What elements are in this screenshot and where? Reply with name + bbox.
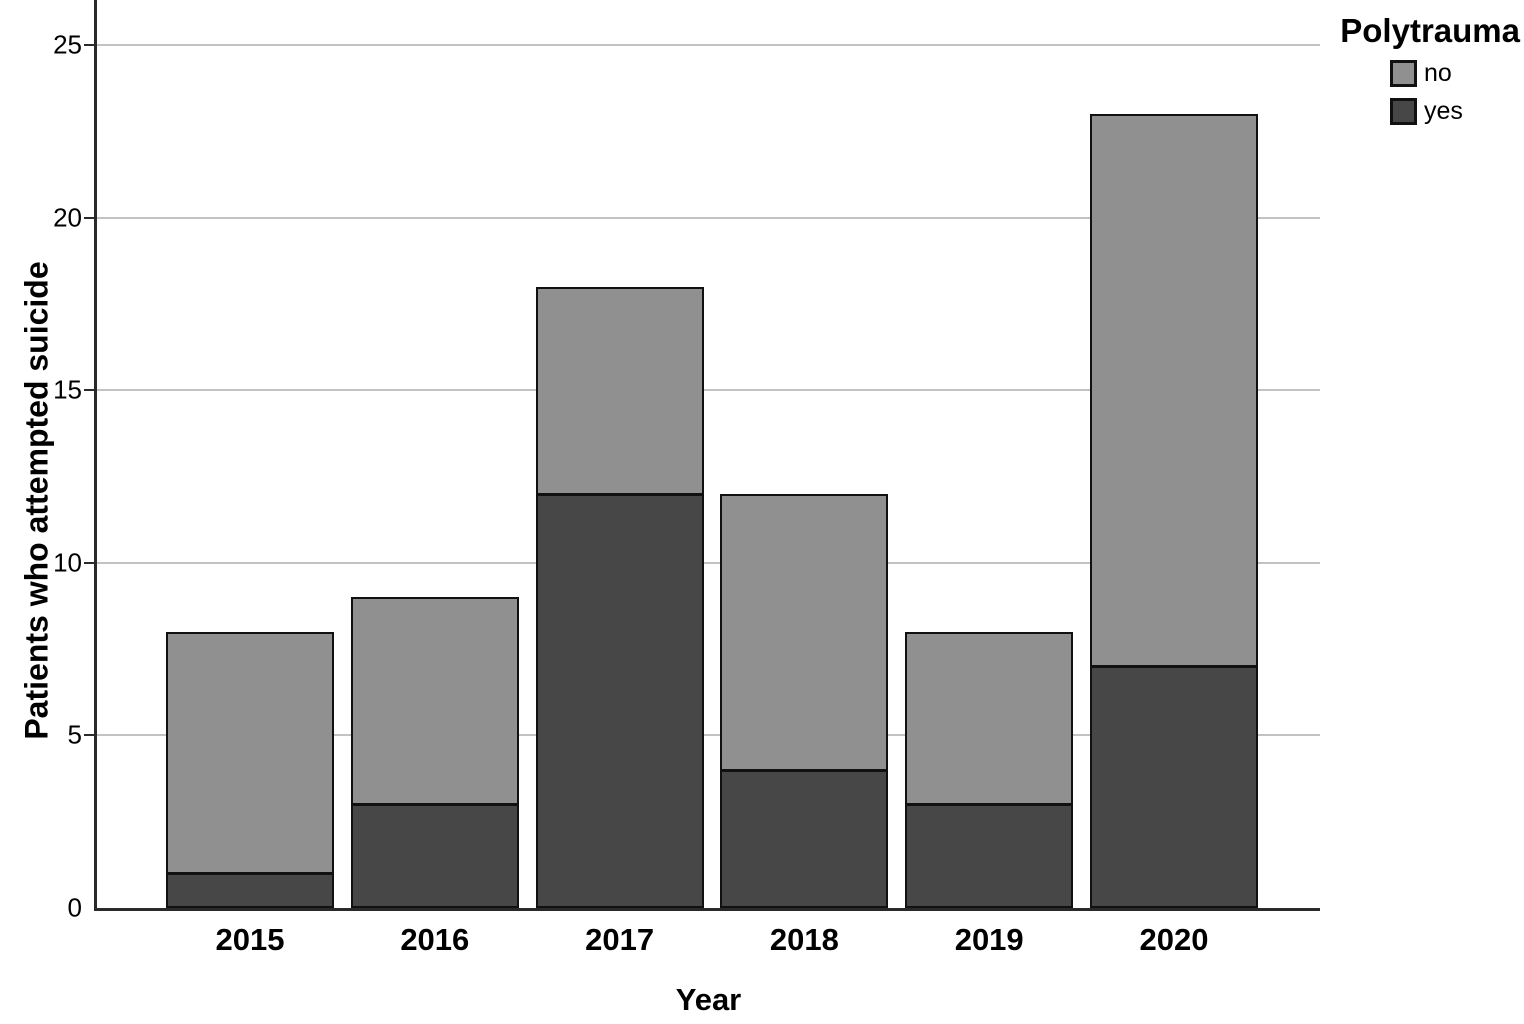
x-tick-label-2018: 2018 — [769, 922, 839, 957]
bar-2018-segment-no[interactable] — [720, 493, 888, 770]
bar-2015[interactable] — [166, 631, 334, 908]
bar-2017-segment-yes[interactable] — [536, 493, 704, 908]
x-axis-title: Year — [675, 982, 742, 1017]
bar-2016[interactable] — [351, 597, 519, 908]
bar-2019-segment-no[interactable] — [905, 631, 1073, 805]
x-tick-label-2017: 2017 — [585, 922, 655, 957]
x-axis-line — [94, 908, 1320, 911]
y-tick-mark-5 — [84, 734, 94, 737]
y-tick-mark-10 — [84, 561, 94, 564]
x-tick-label-2016: 2016 — [400, 922, 470, 957]
bar-2019[interactable] — [905, 631, 1073, 908]
legend-title: Polytrauma — [1340, 12, 1520, 49]
bar-2016-segment-no[interactable] — [351, 597, 519, 805]
x-tick-label-2019: 2019 — [954, 922, 1024, 957]
bar-2018-segment-yes[interactable] — [720, 769, 888, 908]
bar-2018[interactable] — [720, 493, 888, 908]
gridline-y5 — [97, 734, 1320, 737]
legend-swatch-yes — [1390, 97, 1417, 125]
bar-2015-segment-no[interactable] — [166, 631, 334, 874]
plot-area — [84, 0, 1320, 911]
x-tick-label-2015: 2015 — [215, 922, 285, 957]
gridline-y25 — [97, 43, 1320, 46]
y-axis-line — [94, 0, 97, 911]
bar-2020[interactable] — [1090, 113, 1258, 908]
bar-2017-segment-no[interactable] — [536, 286, 704, 494]
bar-2017[interactable] — [536, 286, 704, 908]
bar-2015-segment-yes[interactable] — [166, 873, 334, 908]
y-tick-mark-20 — [84, 216, 94, 219]
y-tick-label-10: 10 — [53, 547, 82, 578]
y-tick-label-15: 15 — [53, 374, 82, 405]
bar-2020-segment-yes[interactable] — [1090, 666, 1258, 908]
legend-label-yes: yes — [1424, 96, 1463, 125]
y-tick-label-0: 0 — [67, 892, 82, 923]
legend-item-no: no — [1390, 58, 1520, 88]
legend-label-no: no — [1424, 58, 1452, 87]
y-tick-label-25: 25 — [53, 29, 82, 60]
y-axis-title: Patients who attempted suicide — [18, 261, 55, 740]
x-tick-label-2020: 2020 — [1139, 922, 1209, 957]
y-tick-mark-15 — [84, 389, 94, 392]
y-tick-mark-25 — [84, 43, 94, 46]
bar-2020-segment-no[interactable] — [1090, 113, 1258, 667]
y-tick-label-5: 5 — [67, 719, 82, 750]
legend-swatch-no — [1390, 59, 1417, 87]
y-tick-label-20: 20 — [53, 202, 82, 232]
legend-item-yes: yes — [1390, 96, 1520, 126]
gridline-y20 — [97, 216, 1320, 219]
legend: Polytrauma no yes — [1330, 12, 1520, 126]
gridline-y10 — [97, 561, 1320, 564]
gridline-y15 — [97, 389, 1320, 392]
bar-2016-segment-yes[interactable] — [351, 804, 519, 908]
bar-2019-segment-yes[interactable] — [905, 804, 1073, 908]
